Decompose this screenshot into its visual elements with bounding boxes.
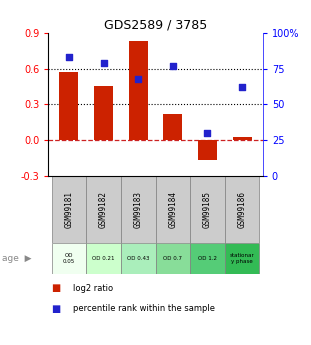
Text: GSM99181: GSM99181 bbox=[64, 191, 73, 228]
Text: log2 ratio: log2 ratio bbox=[73, 284, 113, 293]
Text: stationar
y phase: stationar y phase bbox=[230, 253, 254, 264]
Point bbox=[136, 76, 141, 81]
Point bbox=[170, 63, 175, 68]
Bar bbox=[94, 87, 113, 140]
Point bbox=[67, 55, 72, 60]
Point bbox=[205, 130, 210, 136]
Text: OD 0.21: OD 0.21 bbox=[92, 256, 115, 261]
Bar bbox=[190, 243, 225, 274]
Text: OD 0.7: OD 0.7 bbox=[163, 256, 182, 261]
Bar bbox=[156, 176, 190, 243]
Text: age  ▶: age ▶ bbox=[2, 254, 31, 263]
Title: GDS2589 / 3785: GDS2589 / 3785 bbox=[104, 19, 207, 32]
Bar bbox=[190, 176, 225, 243]
Text: OD 1.2: OD 1.2 bbox=[198, 256, 217, 261]
Text: GSM99186: GSM99186 bbox=[238, 191, 247, 228]
Text: GSM99184: GSM99184 bbox=[168, 191, 177, 228]
Bar bbox=[163, 114, 182, 140]
Text: OD
0.05: OD 0.05 bbox=[63, 253, 75, 264]
Text: GSM99182: GSM99182 bbox=[99, 191, 108, 228]
Bar bbox=[52, 243, 86, 274]
Bar bbox=[59, 72, 78, 140]
Bar bbox=[52, 176, 86, 243]
Bar bbox=[156, 243, 190, 274]
Text: ■: ■ bbox=[51, 283, 61, 293]
Bar bbox=[86, 243, 121, 274]
Bar bbox=[198, 140, 217, 160]
Text: percentile rank within the sample: percentile rank within the sample bbox=[73, 304, 215, 313]
Text: GSM99183: GSM99183 bbox=[134, 191, 143, 228]
Bar bbox=[129, 41, 148, 140]
Bar bbox=[121, 176, 156, 243]
Text: OD 0.43: OD 0.43 bbox=[127, 256, 150, 261]
Bar bbox=[225, 176, 259, 243]
Text: ■: ■ bbox=[51, 304, 61, 314]
Bar bbox=[121, 243, 156, 274]
Bar bbox=[233, 137, 252, 140]
Point bbox=[101, 60, 106, 66]
Bar bbox=[86, 176, 121, 243]
Point bbox=[239, 85, 244, 90]
Bar bbox=[225, 243, 259, 274]
Text: GSM99185: GSM99185 bbox=[203, 191, 212, 228]
